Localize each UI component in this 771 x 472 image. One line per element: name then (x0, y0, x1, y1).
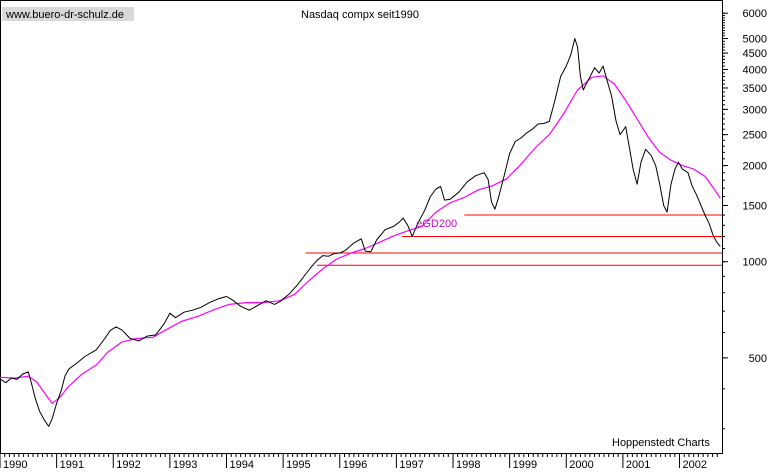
y-tick-label-3500: 3500 (743, 83, 767, 95)
x-tick-label-1993: 1993 (173, 459, 197, 471)
x-tick-label-1994: 1994 (230, 459, 254, 471)
annotation-label: eGD200 (416, 218, 457, 230)
credit-text: Hoppenstedt Charts (612, 437, 710, 449)
support-lines (305, 214, 722, 266)
x-tick-label-2002: 2002 (683, 459, 707, 471)
y-tick-label-6000: 6000 (743, 8, 767, 20)
chart-title: Nasdaq compx seit1990 (301, 9, 419, 21)
x-tick-label-1997: 1997 (399, 459, 423, 471)
x-axis: 1990 1991 1992 1993 1994 1995 1996 1997 1998 1999… (0, 454, 718, 471)
y-axis: 500 1000 1500 2000 2500 3000 3500 4000 4500 5000 6… (722, 8, 767, 430)
series-group (0, 38, 721, 427)
x-tick-label-1990: 1990 (3, 459, 27, 471)
y-tick-label-5000: 5000 (743, 34, 767, 46)
watermark-text: www.buero-dr-schulz.de (5, 9, 124, 21)
x-tick-label-1992: 1992 (116, 459, 140, 471)
series-line-nasdaq (0, 38, 721, 427)
annotations: eGD200 (416, 218, 457, 230)
x-tick-label-2001: 2001 (626, 459, 650, 471)
x-tick-label-1995: 1995 (286, 459, 310, 471)
x-tick-label-1991: 1991 (60, 459, 84, 471)
y-tick-label-2500: 2500 (743, 130, 767, 142)
x-tick-label-1998: 1998 (456, 459, 480, 471)
y-tick-label-2000: 2000 (743, 161, 767, 173)
y-tick-label-1000: 1000 (743, 257, 767, 269)
y-tick-label-4000: 4000 (743, 64, 767, 76)
y-tick-label-4500: 4500 (743, 48, 767, 60)
x-tick-label-1996: 1996 (343, 459, 367, 471)
y-tick-label-1500: 1500 (743, 200, 767, 212)
x-tick-label-1999: 1999 (513, 459, 537, 471)
plot-frame (0, 0, 723, 454)
y-tick-label-500: 500 (749, 353, 767, 365)
x-tick-label-2000: 2000 (569, 459, 593, 471)
watermark-box (2, 7, 134, 21)
series-line-egd200 (0, 75, 721, 404)
y-tick-label-3000: 3000 (743, 104, 767, 116)
